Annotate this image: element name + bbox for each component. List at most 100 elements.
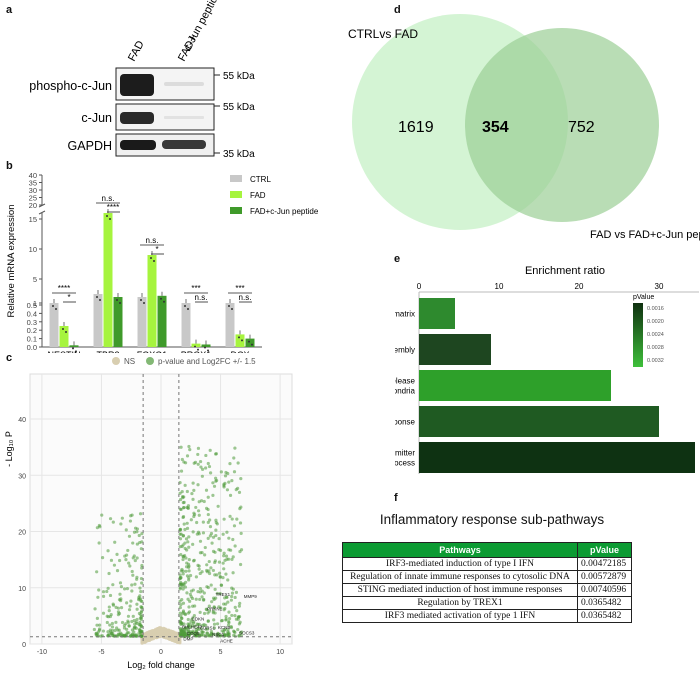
sig-label-inner: **** xyxy=(107,203,119,212)
point-sig xyxy=(189,620,193,624)
western-blot-panel: FAD FAD+c-Jun peptide phospho-c-Jun c-Ju… xyxy=(29,0,255,160)
point-sig xyxy=(116,610,121,614)
point-sig xyxy=(95,623,99,627)
point-sig xyxy=(213,611,217,615)
point-sig xyxy=(139,547,143,551)
point-sig xyxy=(100,556,105,560)
point-sig xyxy=(191,530,195,534)
point-sig xyxy=(185,574,190,578)
point-sig xyxy=(119,522,123,526)
point-sig xyxy=(115,569,120,573)
data-point xyxy=(248,340,250,343)
point-sig xyxy=(98,525,102,529)
lane-label-fad-peptide: FAD+c-Jun peptide xyxy=(176,0,223,63)
point-sig xyxy=(131,556,135,560)
point-sig xyxy=(239,505,243,509)
point-sig xyxy=(138,586,142,590)
point-sig xyxy=(109,558,114,562)
point-ns xyxy=(144,633,148,637)
point-sig xyxy=(127,534,132,538)
gene-label: PRKN1 xyxy=(207,606,223,611)
point-sig xyxy=(183,483,187,487)
point-sig xyxy=(138,512,143,516)
point-ns xyxy=(171,637,175,641)
point-sig xyxy=(221,561,225,565)
data-point xyxy=(52,305,54,307)
point-sig xyxy=(234,488,238,492)
band-phospho-fad xyxy=(120,74,154,96)
point-sig xyxy=(130,589,134,593)
point-sig xyxy=(185,505,189,510)
point-sig xyxy=(202,597,206,602)
x-tick-label: 30 xyxy=(655,282,664,291)
point-sig xyxy=(212,597,216,602)
point-sig xyxy=(233,634,237,638)
point-sig xyxy=(239,531,243,535)
point-sig xyxy=(227,610,231,614)
panel-label-b: b xyxy=(6,160,13,172)
sig-label-inner: n.s. xyxy=(195,293,208,302)
point-sig xyxy=(193,624,197,628)
point-sig xyxy=(181,557,185,562)
data-point xyxy=(187,308,189,310)
point-sig xyxy=(219,619,224,623)
point-sig xyxy=(138,540,142,545)
data-point xyxy=(163,300,165,303)
point-sig xyxy=(228,514,232,518)
data-point xyxy=(207,349,209,352)
y-tick-label: 20 xyxy=(18,530,26,537)
point-sig xyxy=(205,570,209,574)
venn-right-count: 752 xyxy=(568,119,595,136)
data-point xyxy=(241,339,243,342)
point-sig xyxy=(198,587,202,591)
point-sig xyxy=(186,611,191,615)
point-sig xyxy=(127,608,132,612)
point-sig xyxy=(135,577,139,581)
panel-label-d: d xyxy=(394,4,401,16)
table-row: STING mediated induction of host immune … xyxy=(342,583,633,597)
point-sig xyxy=(203,545,207,550)
point-sig xyxy=(228,462,232,466)
point-sig xyxy=(210,600,214,604)
y-tick-label: 0.1 xyxy=(27,335,37,344)
point-sig xyxy=(188,448,192,452)
point-sig xyxy=(203,553,207,557)
point-ns xyxy=(177,640,181,644)
point-sig xyxy=(180,457,184,462)
point-sig xyxy=(185,591,189,595)
y-tick-label: 40 xyxy=(29,171,37,180)
point-sig xyxy=(178,507,182,511)
point-sig xyxy=(224,554,229,558)
point-sig xyxy=(178,587,182,591)
point-sig xyxy=(213,587,217,591)
point-sig xyxy=(237,622,241,626)
point-sig xyxy=(184,556,188,560)
point-sig xyxy=(96,634,100,638)
point-sig xyxy=(181,572,185,576)
panel-label-e: e xyxy=(394,253,401,265)
point-sig xyxy=(129,599,133,603)
point-sig xyxy=(195,520,199,525)
y-tick-label: 30 xyxy=(29,186,37,195)
row-label-phospho-cjun: phospho-c-Jun xyxy=(29,79,112,93)
x-tick-label: 10 xyxy=(276,649,284,656)
point-sig xyxy=(178,582,182,586)
point-sig xyxy=(187,545,191,549)
y-tick-label: 0.5 xyxy=(27,301,37,310)
point-sig xyxy=(236,627,240,632)
point-sig xyxy=(236,461,240,465)
band-gapdh-fad xyxy=(120,140,156,150)
point-sig xyxy=(224,470,228,475)
x-tick-label: -10 xyxy=(37,649,47,656)
point-sig xyxy=(204,506,209,510)
point-sig xyxy=(192,514,196,519)
point-sig xyxy=(219,583,223,587)
point-sig xyxy=(186,540,190,544)
point-sig xyxy=(180,630,184,634)
point-sig xyxy=(209,566,213,570)
venn-right-label: FAD vs FAD+c-Jun peptide xyxy=(590,229,700,241)
enrichment-bar xyxy=(419,334,491,365)
band-cjun-fad xyxy=(120,112,154,124)
point-sig xyxy=(212,618,216,622)
point-sig xyxy=(138,620,142,625)
